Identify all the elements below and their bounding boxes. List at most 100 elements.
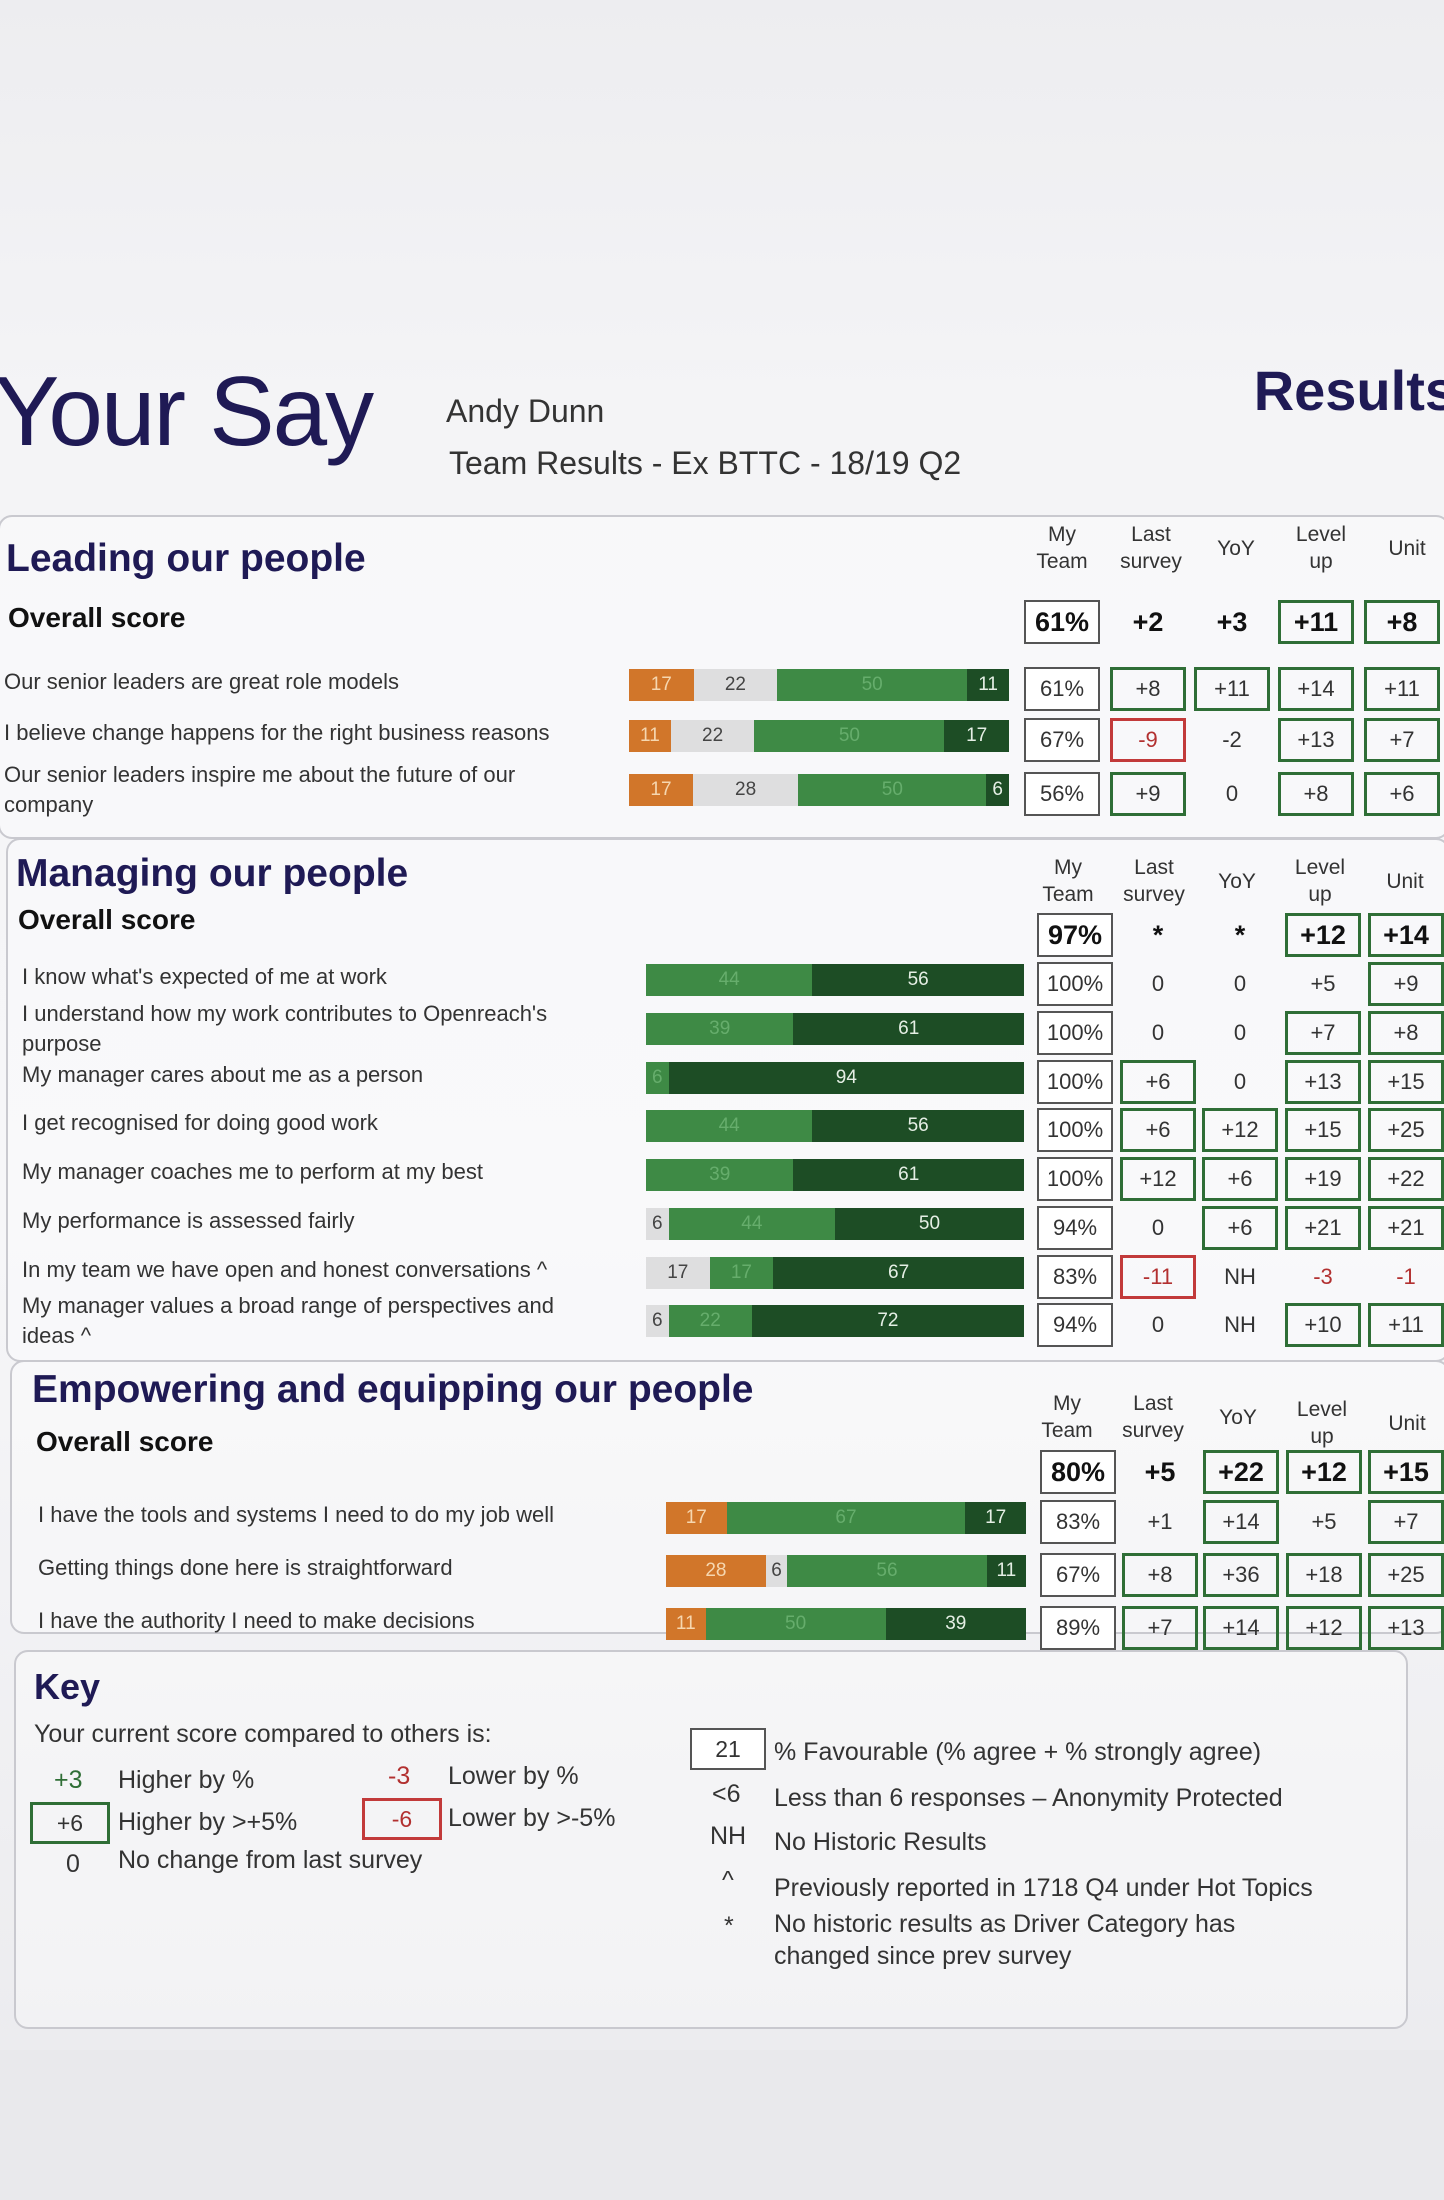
question-label: My manager coaches me to perform at my b… xyxy=(22,1159,483,1184)
key-panel: Key Your current score compared to other… xyxy=(14,1650,1408,2029)
overall-unit-cell: +8 xyxy=(1364,600,1440,644)
report-sheet: Your Say Andy Dunn Team Results - Ex BTT… xyxy=(0,0,1444,2050)
level-up-cell: +10 xyxy=(1285,1303,1361,1347)
bar-segment-grey: 6 xyxy=(646,1305,669,1337)
bar-segment-dark: 11 xyxy=(986,1555,1026,1587)
yoy-cell: +12 xyxy=(1202,1108,1278,1152)
header-unit: Unit xyxy=(1386,870,1424,893)
yoy-cell: 0 xyxy=(1225,781,1239,806)
level-up-cell: +5 xyxy=(1311,1509,1337,1534)
overall-yoy-cell: * xyxy=(1234,919,1246,950)
question-label: Our senior leaders are great role models xyxy=(4,669,399,694)
question-label: My manager values a broad range of persp… xyxy=(22,1293,554,1348)
question-label: I understand how my work contributes to … xyxy=(22,1001,548,1056)
key-lower-sample: -3 xyxy=(388,1762,411,1790)
key-lower-big-sample: -6 xyxy=(362,1798,442,1840)
bar-segment-mid: 39 xyxy=(646,1159,794,1191)
header-yoy: YoY xyxy=(1219,1406,1257,1429)
bar-segment-grey: 17 xyxy=(646,1257,710,1289)
yoy-cell: +14 xyxy=(1203,1606,1279,1650)
response-bar: 39 61 xyxy=(646,1159,1024,1191)
last-survey-cell: +12 xyxy=(1120,1157,1196,1201)
key-higher-big-sample: +6 xyxy=(30,1802,110,1844)
key-nh-sample: NH xyxy=(710,1822,747,1850)
header-level-up: Level up xyxy=(1294,856,1346,906)
yoy-cell: +14 xyxy=(1203,1500,1279,1544)
header-last-survey: Last survey xyxy=(1122,1392,1184,1442)
last-survey-cell: -9 xyxy=(1110,718,1186,762)
bar-segment-dark: 72 xyxy=(751,1305,1024,1337)
bar-segment-dark: 61 xyxy=(793,1159,1024,1191)
bar-segment-mid: 44 xyxy=(646,1110,813,1142)
unit-cell: +6 xyxy=(1364,772,1440,816)
person-name: Andy Dunn xyxy=(446,393,605,429)
bar-segment-mid: 50 xyxy=(798,774,987,806)
bar-segment-dark: 50 xyxy=(834,1208,1024,1240)
overall-last-survey-cell: +2 xyxy=(1132,606,1164,637)
key-favourable-sample: 21 xyxy=(690,1728,766,1770)
response-bar: 6 94 xyxy=(646,1062,1024,1094)
bar-segment-mid: 56 xyxy=(787,1555,987,1587)
bar-segment-mid: 44 xyxy=(668,1208,835,1240)
question-label: Our senior leaders inspire me about the … xyxy=(4,762,516,817)
response-bar: 6 22 72 xyxy=(646,1305,1024,1337)
key-star-sample: * xyxy=(724,1912,734,1940)
bar-segment-mid: 50 xyxy=(777,669,968,701)
bar-segment-dark: 17 xyxy=(965,1502,1026,1534)
yoy-cell: +6 xyxy=(1202,1206,1278,1250)
overall-yoy-cell: +22 xyxy=(1203,1450,1279,1494)
response-bar: 28 6 56 11 xyxy=(666,1555,1026,1587)
unit-cell: +9 xyxy=(1368,962,1444,1006)
last-survey-cell: +6 xyxy=(1120,1108,1196,1152)
bar-segment-dark: 56 xyxy=(812,1110,1024,1142)
level-up-cell: +7 xyxy=(1285,1011,1361,1055)
yoy-cell: +11 xyxy=(1194,667,1270,711)
unit-cell: +22 xyxy=(1368,1157,1444,1201)
overall-level-up-cell: +12 xyxy=(1285,913,1361,957)
bar-segment-grey: 6 xyxy=(646,1208,669,1240)
bar-segment-orange: 17 xyxy=(666,1502,727,1534)
key-star-text: No historic results as Driver Category h… xyxy=(774,1910,1236,1970)
question-label: Getting things done here is straightforw… xyxy=(38,1555,453,1580)
my-team-cell: 100% xyxy=(1037,1157,1113,1201)
unit-cell: +15 xyxy=(1368,1060,1444,1104)
header-yoy: YoY xyxy=(1218,870,1256,893)
yoy-cell: NH xyxy=(1224,1264,1256,1289)
last-survey-cell: 0 xyxy=(1151,1312,1165,1337)
my-team-cell: 56% xyxy=(1024,772,1100,816)
level-up-cell: +13 xyxy=(1278,718,1354,762)
yoy-cell: NH xyxy=(1224,1312,1256,1337)
response-bar: 11 22 50 17 xyxy=(629,720,1009,752)
last-survey-cell: 0 xyxy=(1151,1020,1165,1045)
key-intro: Your current score compared to others is… xyxy=(34,1720,492,1748)
question-label: I have the tools and systems I need to d… xyxy=(38,1502,555,1527)
bar-segment-grey: 6 xyxy=(765,1555,788,1587)
overall-my-team-cell: 80% xyxy=(1040,1450,1116,1494)
header-yoy: YoY xyxy=(1217,537,1255,560)
overall-last-survey-cell: * xyxy=(1152,919,1164,950)
key-higher-big-text: Higher by >+5% xyxy=(118,1808,298,1836)
bar-segment-mid: 44 xyxy=(646,964,813,996)
bar-segment-mid: 67 xyxy=(726,1502,966,1534)
last-survey-cell: 0 xyxy=(1151,1215,1165,1240)
bar-segment-dark: 39 xyxy=(885,1608,1026,1640)
question-label: In my team we have open and honest conve… xyxy=(22,1257,548,1282)
yoy-cell: 0 xyxy=(1233,1069,1247,1094)
my-team-cell: 100% xyxy=(1037,1108,1113,1152)
key-higher-text: Higher by % xyxy=(118,1766,255,1794)
bar-segment-mid: 39 xyxy=(646,1013,794,1045)
my-team-cell: 94% xyxy=(1037,1303,1113,1347)
last-survey-cell: -11 xyxy=(1120,1255,1196,1299)
level-up-cell: +19 xyxy=(1285,1157,1361,1201)
level-up-cell: +8 xyxy=(1278,772,1354,816)
my-team-cell: 100% xyxy=(1037,1060,1113,1104)
last-survey-cell: +7 xyxy=(1122,1606,1198,1650)
unit-cell: +7 xyxy=(1364,718,1440,762)
level-up-cell: +14 xyxy=(1278,667,1354,711)
key-caret-sample: ^ xyxy=(722,1866,734,1894)
last-survey-cell: +8 xyxy=(1122,1553,1198,1597)
last-survey-cell: +9 xyxy=(1110,772,1186,816)
bar-segment-grey: 28 xyxy=(692,774,799,806)
key-higher-sample: +3 xyxy=(54,1766,83,1794)
bar-segment-mid: 22 xyxy=(668,1305,752,1337)
